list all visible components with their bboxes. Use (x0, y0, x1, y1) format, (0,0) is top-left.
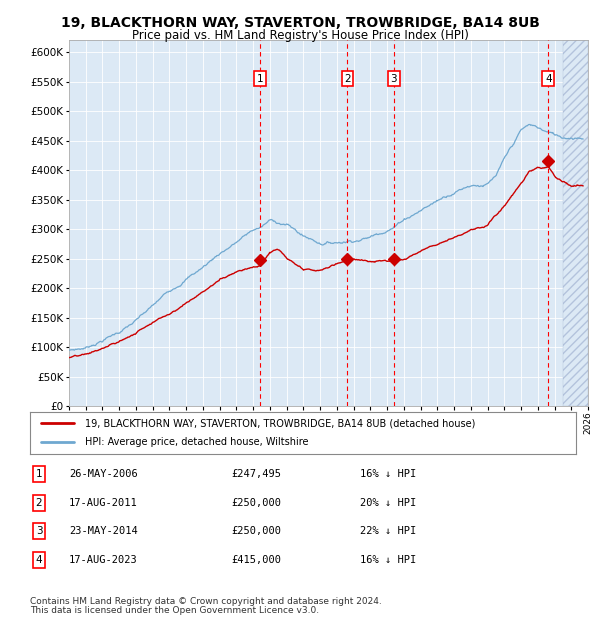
Text: £250,000: £250,000 (231, 498, 281, 508)
Text: 3: 3 (391, 74, 397, 84)
Text: 17-AUG-2023: 17-AUG-2023 (69, 555, 138, 565)
Text: 23-MAY-2014: 23-MAY-2014 (69, 526, 138, 536)
Text: Contains HM Land Registry data © Crown copyright and database right 2024.: Contains HM Land Registry data © Crown c… (30, 597, 382, 606)
Text: £247,495: £247,495 (231, 469, 281, 479)
Text: 4: 4 (35, 555, 43, 565)
Text: £250,000: £250,000 (231, 526, 281, 536)
Text: HPI: Average price, detached house, Wiltshire: HPI: Average price, detached house, Wilt… (85, 438, 308, 448)
Text: 19, BLACKTHORN WAY, STAVERTON, TROWBRIDGE, BA14 8UB (detached house): 19, BLACKTHORN WAY, STAVERTON, TROWBRIDG… (85, 418, 475, 428)
Bar (563, 40, 588, 406)
Text: 2: 2 (344, 74, 351, 84)
Text: This data is licensed under the Open Government Licence v3.0.: This data is licensed under the Open Gov… (30, 606, 319, 615)
Text: 22% ↓ HPI: 22% ↓ HPI (360, 526, 416, 536)
Text: 16% ↓ HPI: 16% ↓ HPI (360, 469, 416, 479)
Text: 17-AUG-2011: 17-AUG-2011 (69, 498, 138, 508)
Text: 1: 1 (257, 74, 263, 84)
Text: £415,000: £415,000 (231, 555, 281, 565)
Text: 16% ↓ HPI: 16% ↓ HPI (360, 555, 416, 565)
Text: 19, BLACKTHORN WAY, STAVERTON, TROWBRIDGE, BA14 8UB: 19, BLACKTHORN WAY, STAVERTON, TROWBRIDG… (61, 16, 539, 30)
Text: 2: 2 (35, 498, 43, 508)
Text: 1: 1 (35, 469, 43, 479)
Text: 4: 4 (545, 74, 551, 84)
Bar (563, 40, 588, 406)
Text: 20% ↓ HPI: 20% ↓ HPI (360, 498, 416, 508)
Text: 26-MAY-2006: 26-MAY-2006 (69, 469, 138, 479)
Text: 3: 3 (35, 526, 43, 536)
Text: Price paid vs. HM Land Registry's House Price Index (HPI): Price paid vs. HM Land Registry's House … (131, 29, 469, 42)
